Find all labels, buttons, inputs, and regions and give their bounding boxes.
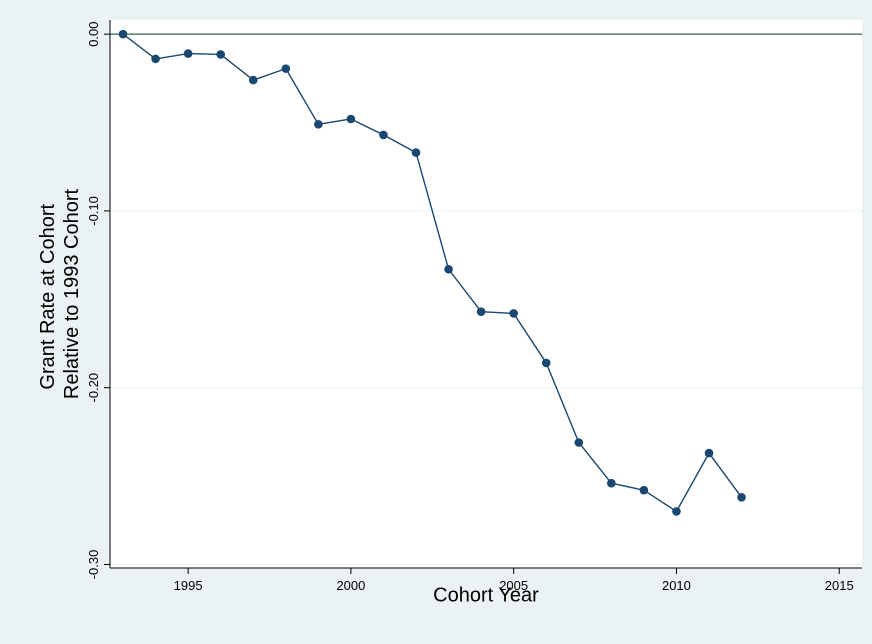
grid-lines: [110, 210, 862, 565]
plot-area: [110, 20, 862, 568]
data-point: [183, 49, 193, 58]
y-axis-title-line-2: Relative to 1993 Cohort: [61, 189, 83, 400]
x-axis-title: Cohort Year: [433, 585, 539, 607]
data-point: [639, 485, 649, 495]
y-tick-label: -0.30: [86, 550, 101, 580]
data-point: [216, 50, 225, 59]
data-point: [509, 309, 518, 318]
axes: [104, 20, 862, 574]
y-tick-label: -0.20: [86, 373, 101, 403]
y-tick-label: 0.00: [86, 21, 101, 46]
data-point: [151, 54, 160, 64]
data-point: [379, 130, 388, 140]
y-axis-title-line-1: Grant Rate at Cohort: [37, 204, 59, 390]
data-point: [411, 148, 421, 157]
data-point: [607, 478, 616, 488]
x-tick-label: 2000: [336, 578, 365, 593]
series-line: [122, 33, 743, 513]
data-point: [314, 119, 323, 129]
data-point: [281, 64, 291, 73]
data-point: [672, 507, 681, 516]
data-point: [476, 307, 486, 316]
x-tick-label: 1995: [174, 578, 203, 593]
x-tick-label: 2015: [825, 578, 854, 593]
y-tick-label: -0.10: [86, 196, 101, 226]
x-tick-label: 2010: [662, 578, 691, 593]
data-point: [248, 75, 258, 85]
data-point: [118, 29, 128, 39]
series: [122, 33, 743, 513]
y-axis-title: Grant Rate at Cohort Relative to 1993 Co…: [37, 189, 83, 400]
data-point: [574, 438, 584, 447]
data-point: [444, 264, 453, 274]
data-point: [704, 448, 714, 458]
tick-labels: 0.00 -0.10 -0.20 -0.30 1995 2000 2005 2010 2015: [86, 21, 854, 593]
x-tick-label: 2005: [499, 578, 528, 593]
data-point: [737, 492, 746, 502]
data-points: [118, 29, 746, 516]
data-point: [346, 114, 356, 124]
data-point: [541, 358, 551, 368]
